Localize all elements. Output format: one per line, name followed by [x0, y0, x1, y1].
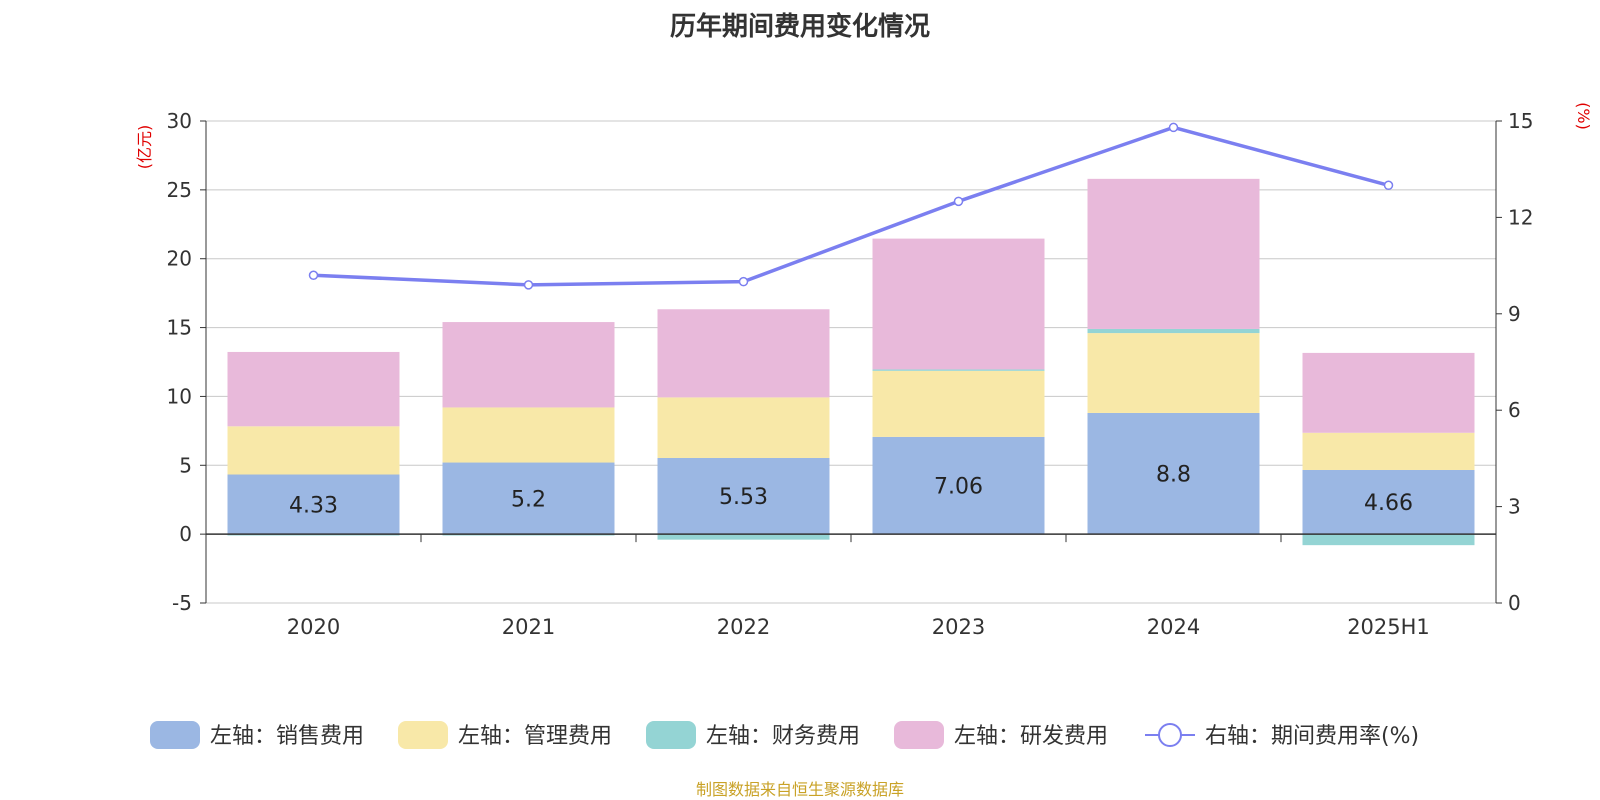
- bar-rd: [442, 322, 615, 408]
- data-label: 5.2: [511, 487, 546, 512]
- bar-rd: [872, 238, 1045, 370]
- legend-swatch-sales: [150, 721, 200, 749]
- legend-swatch-admin: [398, 721, 448, 749]
- legend-label: 左轴：研发费用: [954, 724, 1108, 749]
- data-label: 5.53: [719, 485, 768, 510]
- y-left-tick-label: 25: [167, 178, 192, 202]
- y-left-tick-label: -5: [172, 591, 192, 615]
- x-tick-label: 2025H1: [1347, 615, 1430, 639]
- bar-sales: [442, 462, 615, 535]
- rate-line: [313, 125, 1389, 287]
- bar-finance: [872, 369, 1045, 371]
- bar-finance: [1302, 534, 1475, 546]
- y-left-tick-label: 0: [179, 522, 192, 546]
- legend-swatch-rate-marker: [1158, 723, 1182, 747]
- data-label: 4.66: [1364, 491, 1413, 516]
- y-left-tick-label: 10: [167, 384, 192, 408]
- bar-sales: [872, 436, 1045, 535]
- bar-rd: [657, 309, 830, 398]
- bar-finance: [657, 534, 830, 540]
- bar-sales: [1087, 412, 1260, 535]
- legend-label: 左轴：管理费用: [458, 724, 612, 749]
- data-label: 4.33: [289, 493, 338, 518]
- bar-rd: [1087, 178, 1260, 329]
- legend-label: 左轴：财务费用: [706, 724, 860, 749]
- bar-admin: [657, 397, 830, 458]
- rate-point: [738, 276, 749, 287]
- x-tick-label: 2024: [1147, 615, 1200, 639]
- y-right-tick-label: 6: [1508, 398, 1521, 422]
- chart-title: 历年期间费用变化情况: [669, 12, 930, 42]
- data-label: 8.8: [1156, 463, 1191, 488]
- bar-admin: [872, 370, 1045, 437]
- bar-admin: [1302, 432, 1475, 470]
- rate-point: [953, 196, 964, 207]
- rate-point: [1168, 122, 1179, 133]
- legend-swatch-finance: [646, 721, 696, 749]
- bar-sales: [1302, 469, 1475, 535]
- bar-rd: [227, 351, 400, 427]
- rate-point: [308, 270, 319, 280]
- bar-sales: [657, 457, 830, 535]
- y-left-tick-label: 30: [167, 109, 192, 133]
- bar-rd: [1302, 352, 1475, 433]
- rate-point: [523, 280, 534, 290]
- source-footer: 制图数据来自恒生聚源数据库: [695, 780, 904, 799]
- bar-admin: [442, 407, 615, 463]
- x-tick-label: 2023: [932, 615, 985, 639]
- x-tick-label: 2021: [502, 615, 555, 639]
- y-left-tick-label: 5: [179, 453, 192, 477]
- y-left-tick-label: 20: [167, 247, 192, 271]
- legend-swatch-rd: [894, 721, 944, 749]
- legend-label: 左轴：销售费用: [210, 724, 364, 749]
- y-left-unit-label: (亿元): [135, 125, 154, 170]
- legend-label: 右轴：期间费用率(%): [1205, 724, 1419, 749]
- y-left-tick-label: 15: [167, 316, 192, 340]
- bar-admin: [1087, 333, 1260, 413]
- y-right-tick-label: 0: [1508, 591, 1521, 615]
- bar-admin: [227, 426, 400, 475]
- x-tick-label: 2022: [717, 615, 770, 639]
- y-right-unit-label: (%): [1574, 102, 1593, 130]
- bar-finance: [1087, 328, 1260, 334]
- y-right-tick-label: 15: [1508, 109, 1533, 133]
- x-tick-label: 2020: [287, 615, 340, 639]
- rate-point: [1383, 180, 1394, 191]
- y-right-tick-label: 3: [1508, 495, 1521, 519]
- y-right-tick-label: 12: [1508, 205, 1533, 229]
- y-right-tick-label: 9: [1508, 302, 1521, 326]
- bar-sales: [227, 474, 400, 535]
- data-label: 7.06: [934, 475, 983, 500]
